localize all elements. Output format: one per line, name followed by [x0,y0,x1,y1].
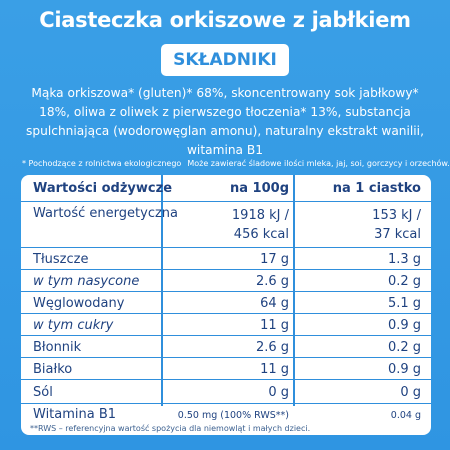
row-perpiece: 5.1 g [387,296,421,311]
row-label: Tłuszcze [33,252,89,267]
table-row: Sól 0 g 0 g [21,381,431,404]
header-per100: na 100g [230,181,289,196]
header-perpiece: na 1 ciastko [332,181,421,196]
ingredients-badge: SKŁADNIKI [161,44,289,76]
row-perpiece: 0.9 g [387,362,421,377]
energy-label: Wartość energetyczna [33,206,179,221]
row-per100: 0 g [268,385,289,400]
ingredients-line: Mąka orkiszowa* (gluten)* 68%, skoncentr… [31,86,419,100]
rws-footnote: **RWS – referencyjna wartość spożycia dl… [30,424,311,433]
row-per100: 11 g [260,318,289,333]
ingredients-line: witamina B1 [186,143,264,157]
table-row: Tłuszcze 17 g 1.3 g [21,249,431,270]
row-per100: 64 g [260,296,289,311]
row-perpiece: 1.3 g [387,252,421,267]
column-divider [293,175,295,406]
vitamin-perpiece: 0.04 g [390,410,421,421]
vitamin-row: Witamina B1 0.50 mg (100% RWS**) 0.04 g [21,405,431,425]
energy-per100-kj: 1918 kJ / [231,208,289,223]
row-per100: 2.6 g [255,274,289,289]
row-label: w tym cukry [33,318,114,333]
table-row: w tym cukry 11 g 0.9 g [21,315,431,336]
vitamin-per100: 0.50 mg (100% RWS**) [177,410,289,421]
nutrition-table: Wartości odżywcze na 100g na 1 ciastko W… [21,175,431,435]
row-per100: 2.6 g [255,340,289,355]
table-header-row: Wartości odżywcze na 100g na 1 ciastko [21,175,431,202]
row-label: w tym nasycone [33,274,140,289]
allergen-note: Może zawierać śladowe ilości mleka, jaj,… [187,159,450,168]
row-per100: 17 g [260,252,289,267]
table-row: w tym nasycone 2.6 g 0.2 g [21,271,431,292]
row-perpiece: 0.2 g [387,274,421,289]
row-perpiece: 0.2 g [387,340,421,355]
table-row: Białko 11 g 0.9 g [21,359,431,380]
organic-footnote: * Pochodzące z rolnictwa ekologicznego Mo… [22,159,450,168]
header-label: Wartości odżywcze [33,181,173,196]
ingredients-line: 18%, oliwa z oliwek z pierwszego tłoczen… [39,105,411,119]
row-perpiece: 0.9 g [387,318,421,333]
ingredients-line: spulchniająca (wodorowęglan amonu), natu… [26,124,424,138]
row-label: Błonnik [33,340,82,355]
column-divider [161,175,163,406]
row-label: Węglowodany [33,296,125,311]
table-row: Błonnik 2.6 g 0.2 g [21,337,431,358]
energy-row: Wartość energetyczna 1918 kJ / 456 kcal … [21,203,431,248]
energy-per100-kcal: 456 kcal [233,227,289,242]
row-per100: 11 g [260,362,289,377]
vitamin-label: Witamina B1 [33,407,117,422]
product-title: Ciasteczka orkiszowe z jabłkiem [39,8,411,32]
row-label: Białko [33,362,73,377]
energy-perpiece-kcal: 37 kcal [374,227,421,242]
row-perpiece: 0 g [400,385,421,400]
row-label: Sól [33,385,53,400]
table-row: Węglowodany 64 g 5.1 g [21,293,431,314]
organic-note: * Pochodzące z rolnictwa ekologicznego [22,159,182,168]
energy-perpiece-kj: 153 kJ / [372,208,421,223]
ingredients-text: Mąka orkiszowa* (gluten)* 68%, skoncentr… [22,84,428,160]
